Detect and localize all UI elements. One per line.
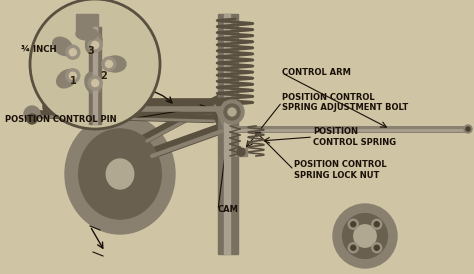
Text: POSITION
CONTROL SPRING: POSITION CONTROL SPRING bbox=[313, 127, 396, 147]
Circle shape bbox=[354, 225, 376, 247]
Circle shape bbox=[67, 103, 73, 109]
Circle shape bbox=[466, 127, 470, 131]
Text: CONTROL ARM: CONTROL ARM bbox=[282, 68, 351, 77]
Circle shape bbox=[237, 148, 245, 156]
Bar bbox=[93, 27, 97, 124]
Circle shape bbox=[107, 103, 113, 109]
Ellipse shape bbox=[65, 114, 175, 234]
Circle shape bbox=[333, 204, 397, 268]
Circle shape bbox=[69, 49, 76, 56]
Text: CAM: CAM bbox=[218, 205, 239, 214]
Bar bbox=[218, 14, 238, 254]
Circle shape bbox=[102, 57, 116, 71]
Circle shape bbox=[348, 219, 358, 229]
Ellipse shape bbox=[76, 28, 98, 40]
Circle shape bbox=[27, 114, 37, 124]
Circle shape bbox=[30, 0, 160, 129]
Circle shape bbox=[374, 245, 379, 250]
Circle shape bbox=[106, 61, 112, 67]
Text: ¾ INCH: ¾ INCH bbox=[21, 45, 57, 54]
Circle shape bbox=[24, 106, 40, 122]
Circle shape bbox=[69, 72, 76, 79]
Ellipse shape bbox=[79, 129, 161, 219]
Circle shape bbox=[372, 219, 382, 229]
Bar bbox=[235, 148, 247, 156]
Bar bbox=[76, 14, 98, 34]
Text: 2: 2 bbox=[100, 71, 107, 81]
Circle shape bbox=[343, 214, 387, 258]
Circle shape bbox=[87, 103, 93, 109]
Ellipse shape bbox=[85, 32, 102, 54]
Text: POSITION CONTROL
SPRING ADJUSTMENT BOLT: POSITION CONTROL SPRING ADJUSTMENT BOLT bbox=[282, 93, 408, 112]
Circle shape bbox=[220, 100, 244, 124]
Circle shape bbox=[464, 125, 472, 133]
Circle shape bbox=[224, 104, 240, 120]
Circle shape bbox=[374, 222, 379, 227]
Bar bbox=[224, 14, 230, 254]
Circle shape bbox=[351, 222, 356, 227]
Circle shape bbox=[66, 45, 80, 59]
Ellipse shape bbox=[106, 159, 134, 189]
Text: POSITION CONTROL PIN: POSITION CONTROL PIN bbox=[5, 115, 116, 124]
Text: 1: 1 bbox=[70, 76, 77, 86]
Ellipse shape bbox=[57, 70, 77, 88]
Ellipse shape bbox=[85, 72, 101, 94]
Circle shape bbox=[63, 99, 77, 113]
Circle shape bbox=[91, 79, 99, 87]
Text: 3: 3 bbox=[87, 46, 94, 56]
Circle shape bbox=[351, 245, 356, 250]
Circle shape bbox=[228, 108, 236, 116]
Bar bbox=[89, 27, 101, 124]
Circle shape bbox=[83, 99, 97, 113]
Circle shape bbox=[66, 69, 80, 83]
Circle shape bbox=[88, 38, 102, 52]
Text: POSITION CONTROL
SPRING LOCK NUT: POSITION CONTROL SPRING LOCK NUT bbox=[294, 160, 386, 179]
Circle shape bbox=[372, 243, 382, 253]
Circle shape bbox=[103, 99, 117, 113]
Circle shape bbox=[91, 41, 99, 48]
Circle shape bbox=[348, 243, 358, 253]
Ellipse shape bbox=[53, 37, 73, 56]
Ellipse shape bbox=[104, 56, 126, 72]
Circle shape bbox=[88, 76, 102, 90]
